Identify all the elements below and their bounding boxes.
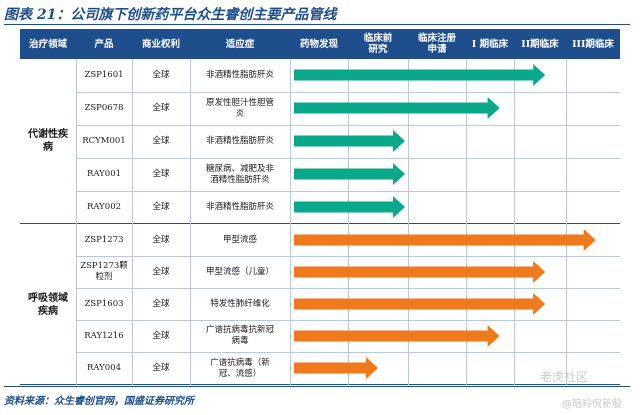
column-divider <box>290 59 291 385</box>
stage-arrow <box>294 357 378 379</box>
cell-indication: 甲型流感（儿童） <box>205 266 274 277</box>
cell-product: ZSP0678 <box>84 103 124 113</box>
header-indication: 适应症 <box>225 38 255 50</box>
cell-rights: 全球 <box>152 169 170 179</box>
cell-indication: 非酒精性脂肪肝炎 <box>205 136 274 146</box>
table-header: 治疗领域 产品 商业权利 适应症 药物发现 临床前研究 临床注册申请 I 期临床… <box>20 29 620 59</box>
cell-product: ZSP1601 <box>84 70 124 80</box>
cell-indication: 原发性胆汁性胆管炎 <box>205 97 274 119</box>
group-respiratory: 呼吸领域疾病 <box>28 292 68 317</box>
header-ind: 临床注册申请 <box>417 33 456 55</box>
cell-product: RAY002 <box>86 201 122 212</box>
stage-arrow <box>294 293 546 315</box>
cell-rights: 全球 <box>152 363 170 373</box>
cell-product: RAY1216 <box>84 330 124 341</box>
cell-rights: 全球 <box>152 298 170 309</box>
stage-arrow <box>294 325 500 347</box>
cell-rights: 全球 <box>152 201 170 212</box>
cell-indication: 特发性肺纤维化 <box>210 298 270 309</box>
stage-arrow <box>294 64 546 86</box>
pipeline-table: 治疗领域 产品 商业权利 适应症 药物发现 临床前研究 临床注册申请 I 期临床… <box>20 29 620 385</box>
group-metabolic: 代谢性疾病 <box>28 129 68 153</box>
column-divider <box>190 59 191 385</box>
watermark-author: @暗羚侃新股 <box>562 399 622 410</box>
header-phase1: I 期临床 <box>471 38 509 50</box>
cell-rights: 全球 <box>152 103 170 113</box>
source-note: 资料来源：众生睿创官网，国盛证券研究所 <box>4 396 194 407</box>
header-discovery: 药物发现 <box>299 38 338 50</box>
group-separator <box>20 223 620 224</box>
bottom-rule <box>4 386 630 387</box>
cell-indication: 广谱抗病毒（新冠、流感） <box>210 357 270 379</box>
cell-product: RAY004 <box>86 363 122 373</box>
cell-indication: 非酒精性脂肪肝炎 <box>205 70 274 80</box>
column-divider <box>466 59 467 385</box>
column-divider <box>566 59 567 385</box>
column-divider <box>348 59 349 385</box>
table-bottom-line <box>20 384 620 385</box>
cell-rights: 全球 <box>152 136 170 146</box>
cell-rights: 全球 <box>152 234 170 245</box>
header-preclinical: 临床前研究 <box>363 33 393 55</box>
cell-indication: 广谱抗病毒抗新冠病毒 <box>205 325 274 346</box>
header-rights: 商业权利 <box>141 38 180 50</box>
title-rule <box>4 24 630 25</box>
column-divider <box>132 59 133 385</box>
column-divider <box>514 59 515 385</box>
header-product: 产品 <box>94 38 114 50</box>
header-area: 治疗领域 <box>28 38 67 50</box>
cell-product: ZSP1273 <box>84 234 124 245</box>
stage-arrow <box>294 196 405 218</box>
column-divider <box>76 59 77 385</box>
watermark-community: 老虎社区 <box>540 370 589 384</box>
cell-rights: 全球 <box>152 330 170 341</box>
cell-product: RAY001 <box>86 169 122 179</box>
column-divider <box>408 59 409 385</box>
cell-indication: 糖尿病、减肥及非酒精性脂肪肝炎 <box>205 163 274 185</box>
cell-rights: 全球 <box>152 266 170 277</box>
cell-product: ZSP1603 <box>84 298 124 309</box>
header-phase2: II期临床 <box>521 38 559 50</box>
header-phase3: III期临床 <box>572 38 614 50</box>
cell-product: RCYM001 <box>82 136 126 146</box>
stage-arrow <box>294 163 405 185</box>
stage-arrow <box>294 261 546 283</box>
stage-arrow <box>294 97 500 119</box>
cell-rights: 全球 <box>152 70 170 80</box>
figure-title: 图表 21：公司旗下创新药平台众生睿创主要产品管线 <box>4 7 337 23</box>
cell-product: ZSP1273颗粒剂 <box>80 261 128 282</box>
stage-arrows <box>294 64 596 379</box>
cell-indication: 甲型流感 <box>222 234 257 245</box>
cell-indication: 非酒精性脂肪肝炎 <box>205 201 274 212</box>
stage-arrow <box>294 229 596 251</box>
stage-arrow <box>294 130 405 152</box>
